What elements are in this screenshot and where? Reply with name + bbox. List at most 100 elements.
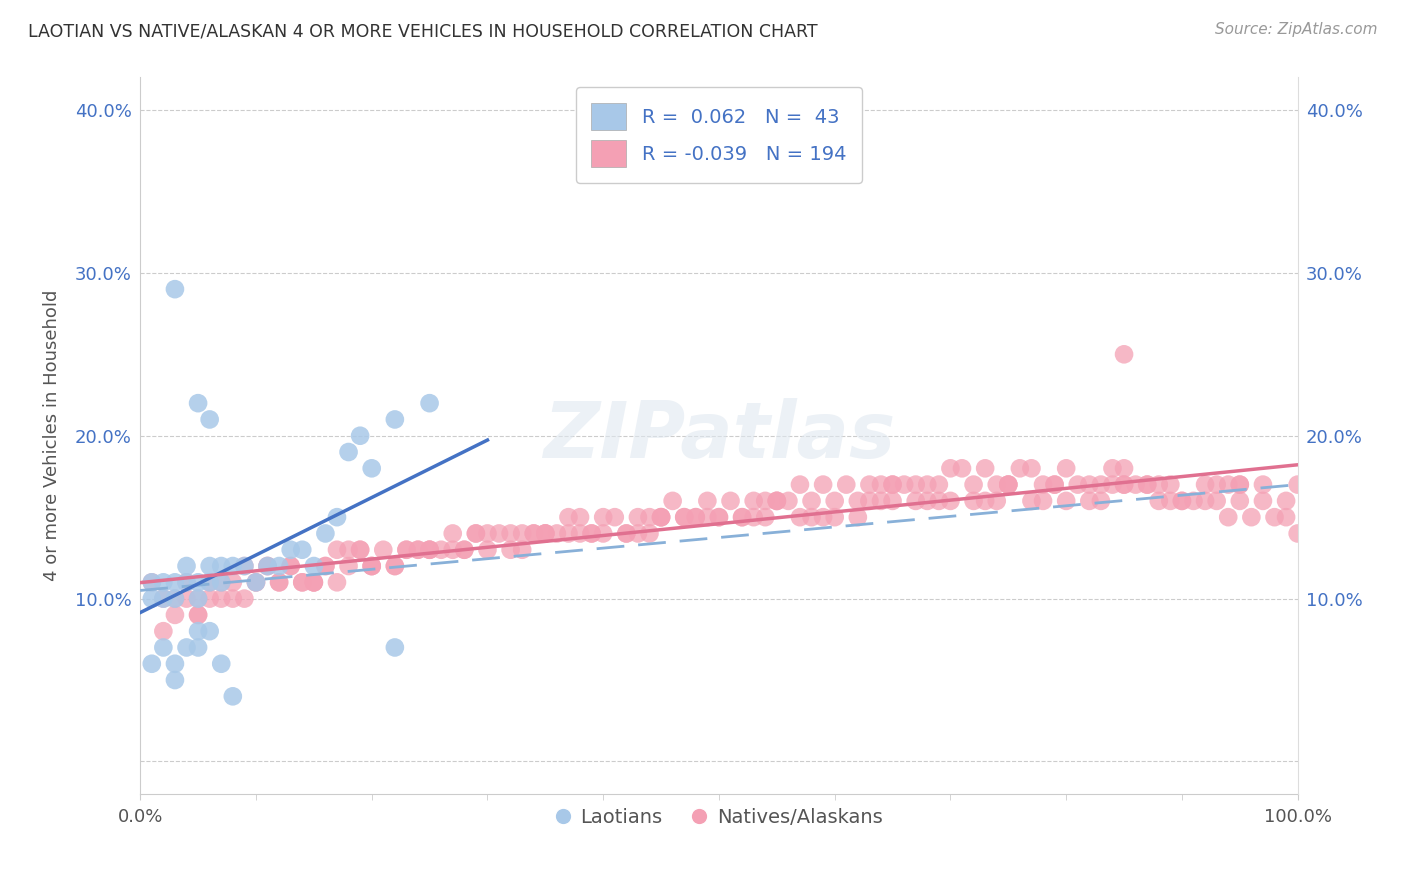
Point — [766, 494, 789, 508]
Point — [337, 542, 360, 557]
Point — [858, 477, 880, 491]
Point — [1263, 510, 1285, 524]
Point — [534, 526, 557, 541]
Point — [997, 477, 1019, 491]
Point — [419, 542, 441, 557]
Point — [754, 494, 776, 508]
Point — [222, 575, 245, 590]
Point — [800, 494, 823, 508]
Point — [696, 510, 718, 524]
Point — [1229, 494, 1251, 508]
Point — [685, 510, 707, 524]
Point — [638, 510, 661, 524]
Point — [581, 526, 603, 541]
Point — [893, 477, 915, 491]
Point — [302, 575, 325, 590]
Point — [349, 542, 371, 557]
Point — [1136, 477, 1159, 491]
Point — [314, 559, 336, 574]
Point — [1159, 494, 1181, 508]
Point — [209, 657, 232, 671]
Point — [209, 575, 232, 590]
Point — [209, 559, 232, 574]
Point — [766, 494, 789, 508]
Point — [1240, 510, 1263, 524]
Point — [152, 575, 174, 590]
Point — [1171, 494, 1194, 508]
Point — [395, 542, 418, 557]
Point — [1054, 461, 1077, 475]
Point — [302, 559, 325, 574]
Point — [314, 526, 336, 541]
Point — [152, 640, 174, 655]
Point — [928, 494, 950, 508]
Point — [477, 526, 499, 541]
Point — [187, 591, 209, 606]
Point — [187, 607, 209, 622]
Point — [673, 510, 696, 524]
Point — [1043, 477, 1066, 491]
Point — [661, 494, 683, 508]
Point — [1090, 477, 1112, 491]
Point — [870, 494, 893, 508]
Point — [464, 526, 486, 541]
Point — [1251, 494, 1274, 508]
Point — [176, 559, 198, 574]
Point — [523, 526, 546, 541]
Point — [882, 494, 904, 508]
Point — [256, 559, 278, 574]
Point — [510, 526, 533, 541]
Point — [939, 461, 962, 475]
Point — [209, 575, 232, 590]
Point — [384, 412, 406, 426]
Point — [904, 477, 927, 491]
Point — [1229, 477, 1251, 491]
Point — [176, 575, 198, 590]
Point — [384, 559, 406, 574]
Point — [141, 575, 163, 590]
Point — [800, 510, 823, 524]
Point — [1171, 494, 1194, 508]
Point — [811, 477, 834, 491]
Point — [1251, 477, 1274, 491]
Point — [1101, 477, 1123, 491]
Point — [986, 477, 1008, 491]
Point — [811, 510, 834, 524]
Point — [523, 526, 546, 541]
Point — [1136, 477, 1159, 491]
Point — [939, 494, 962, 508]
Point — [1090, 494, 1112, 508]
Point — [349, 542, 371, 557]
Point — [441, 542, 464, 557]
Point — [152, 591, 174, 606]
Point — [614, 526, 637, 541]
Point — [222, 559, 245, 574]
Point — [1032, 477, 1054, 491]
Point — [592, 510, 614, 524]
Point — [569, 510, 592, 524]
Point — [1147, 494, 1170, 508]
Point — [962, 494, 984, 508]
Point — [302, 575, 325, 590]
Point — [269, 575, 291, 590]
Point — [1043, 477, 1066, 491]
Point — [1205, 477, 1227, 491]
Point — [245, 575, 267, 590]
Point — [488, 526, 510, 541]
Point — [742, 494, 765, 508]
Point — [395, 542, 418, 557]
Point — [326, 510, 349, 524]
Point — [222, 591, 245, 606]
Point — [256, 559, 278, 574]
Point — [314, 559, 336, 574]
Point — [291, 542, 314, 557]
Point — [917, 494, 939, 508]
Point — [176, 640, 198, 655]
Point — [419, 542, 441, 557]
Point — [291, 575, 314, 590]
Point — [557, 510, 579, 524]
Point — [187, 640, 209, 655]
Point — [302, 575, 325, 590]
Point — [163, 673, 186, 687]
Point — [269, 559, 291, 574]
